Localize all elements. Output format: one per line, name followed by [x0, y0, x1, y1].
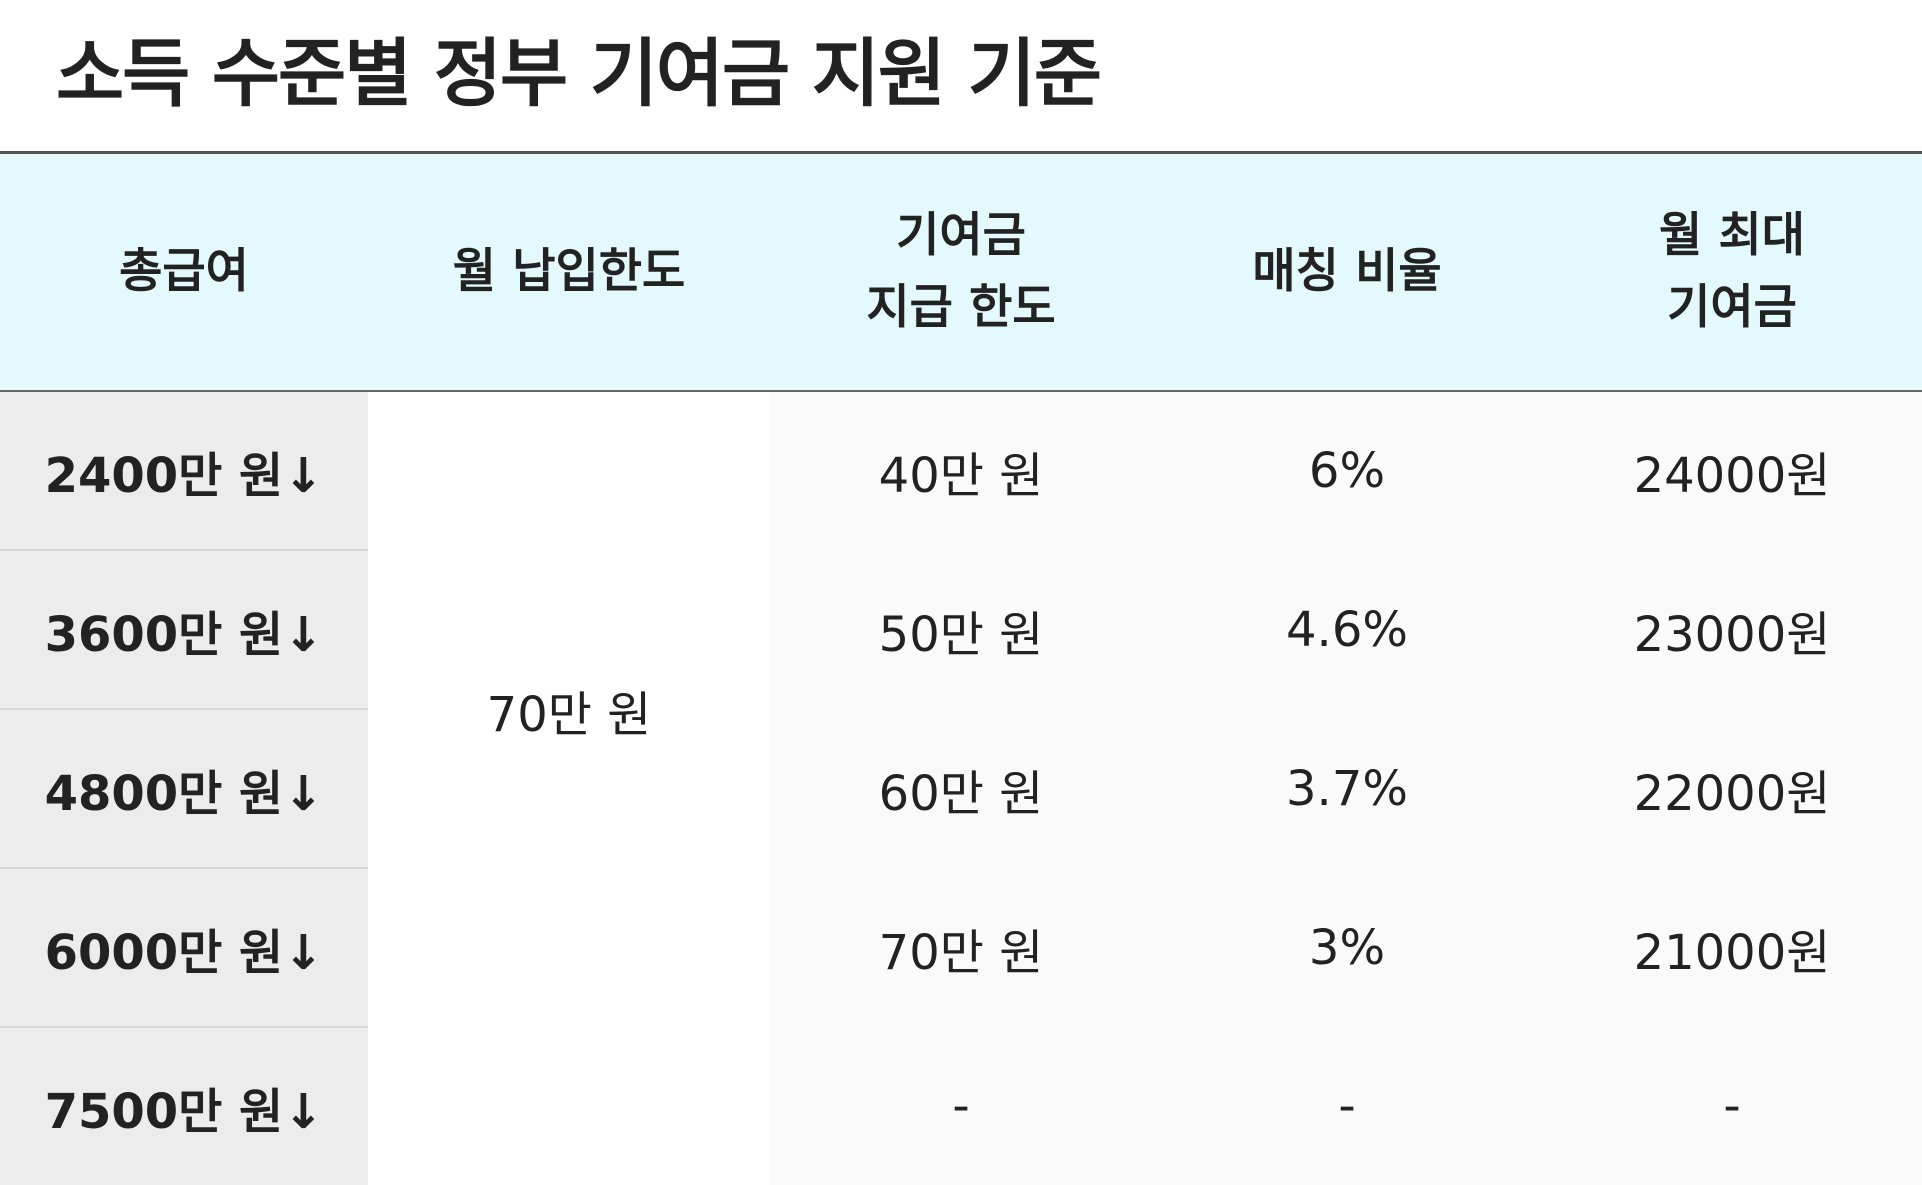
value-cell: - [1542, 1027, 1922, 1185]
income-cell: 7500만 원↓ [0, 1027, 368, 1185]
value-cell: 23000원 [1542, 550, 1922, 709]
header-cell: 매칭 비율 [1152, 151, 1542, 392]
table-row: 2400만 원↓ 70만 원 40만 원 6% 24000원 [0, 391, 1922, 1027]
header-cell: 월 납입한도 [368, 151, 770, 392]
value-cell: 50만 원 [770, 550, 1152, 709]
value-cell: 21000원 [1542, 868, 1922, 1027]
empty-cell [368, 1027, 770, 1185]
table-row: 7500만 원↓ - - - [0, 1027, 1922, 1185]
header-text: 월 납입한도 [452, 244, 686, 299]
income-cell: 2400만 원↓ [0, 391, 368, 551]
header-text: 총급여 [119, 244, 249, 299]
value-cell: 3.7% [1152, 709, 1542, 868]
header-text: 기여금 [1667, 280, 1797, 335]
table-row: 6000만 원↓ 70만 원 3% 21000원 [0, 868, 1922, 1028]
header-text: 월 최대 [1658, 208, 1806, 263]
header-text: 매칭 비율 [1252, 244, 1442, 299]
value-cell: 60만 원 [770, 709, 1152, 868]
header-row: 총급여 월 납입한도 기여금 지급 한도 매칭 비율 월 최대 기여금 [0, 151, 1922, 392]
header-text: 기여금 [896, 208, 1026, 263]
support-table: 총급여 월 납입한도 기여금 지급 한도 매칭 비율 월 최대 기여금 2400만 원↓ 70… [0, 151, 1922, 1185]
header-cell: 총급여 [0, 151, 368, 392]
page-title: 소득 수준별 정부 기여금 지원 기준 [56, 31, 1102, 117]
value-cell: 24000원 [1542, 391, 1922, 550]
header-text: 지급 한도 [866, 280, 1056, 335]
table-row: 4800만 원↓ 60만 원 3.7% 22000원 [0, 709, 1922, 869]
monthly-limit-cell: 70만 원 [368, 391, 770, 1027]
value-cell: 40만 원 [770, 391, 1152, 550]
value-cell: - [770, 1027, 1152, 1185]
value-cell: 22000원 [1542, 709, 1922, 868]
value-cell: - [1152, 1027, 1542, 1185]
income-cell: 6000만 원↓ [0, 868, 368, 1028]
value-cell: 6% [1152, 391, 1542, 550]
value-cell: 3% [1152, 868, 1542, 1027]
income-cell: 3600만 원↓ [0, 550, 368, 710]
value-cell: 70만 원 [770, 868, 1152, 1027]
income-cell: 4800만 원↓ [0, 709, 368, 869]
value-cell: 4.6% [1152, 550, 1542, 709]
table-row: 3600만 원↓ 50만 원 4.6% 23000원 [0, 550, 1922, 710]
